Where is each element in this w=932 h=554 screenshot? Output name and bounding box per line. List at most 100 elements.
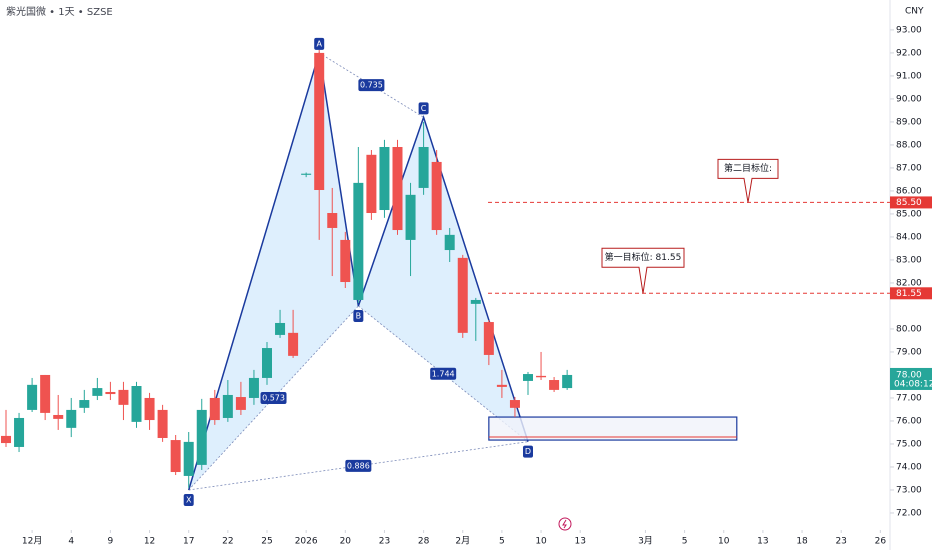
candle-body xyxy=(66,409,77,428)
candle-body xyxy=(118,389,129,405)
last-price-badge xyxy=(890,367,932,390)
chart-title: 紫光国微 • 1天 • SZSE xyxy=(6,5,113,18)
y-tick-label: 93.00 xyxy=(896,25,922,35)
y-tick-label: 92.00 xyxy=(896,48,922,58)
y-tick-label: 86.00 xyxy=(896,186,922,196)
candle-body xyxy=(314,52,325,191)
x-tick-label: 13 xyxy=(574,537,585,547)
level-axis-badge xyxy=(890,287,932,300)
y-tick-label: 85.00 xyxy=(896,209,922,219)
level-axis-label: 81.55 xyxy=(896,289,922,299)
candle-body xyxy=(288,332,299,356)
pattern-line xyxy=(187,52,529,491)
candle-body xyxy=(40,374,51,413)
candle-body xyxy=(496,384,507,387)
level-axis-badge xyxy=(890,196,932,209)
point-label: B xyxy=(356,311,362,320)
x-tick-label: 23 xyxy=(379,537,390,547)
x-tick-label: 13 xyxy=(757,537,768,547)
y-tick-label: 80.00 xyxy=(896,324,922,334)
point-badge xyxy=(418,102,429,115)
x-tick-label: 12 xyxy=(144,537,155,547)
candle-body xyxy=(131,385,142,422)
y-tick-label: 84.00 xyxy=(896,232,922,242)
x-tick-label: 18 xyxy=(796,537,808,547)
x-tick-label: 10 xyxy=(718,537,730,547)
y-tick-label: 77.00 xyxy=(896,393,922,403)
target-zone xyxy=(488,416,738,441)
y-tick-label: 91.00 xyxy=(896,71,922,81)
y-tick-label: 75.00 xyxy=(896,439,922,449)
candle-body xyxy=(105,391,116,395)
y-tick-label: 79.00 xyxy=(896,347,922,357)
point-badge xyxy=(314,37,325,50)
y-tick-label: 76.00 xyxy=(896,416,922,426)
x-tick-label: 5 xyxy=(682,537,688,547)
candle-body xyxy=(444,234,455,251)
point-badge xyxy=(353,309,364,322)
candle-body xyxy=(183,441,194,476)
countdown: 04:08:12 xyxy=(894,379,932,389)
callout xyxy=(717,158,779,203)
candle-body xyxy=(79,400,90,408)
pattern-fill xyxy=(188,52,359,490)
x-tick-label: 20 xyxy=(340,537,352,547)
x-tick-label: 3月 xyxy=(638,536,653,547)
candle-body xyxy=(170,440,181,473)
x-tick-label: 17 xyxy=(183,537,194,547)
candle-body xyxy=(483,322,494,355)
x-tick-label: 12月 xyxy=(22,536,42,547)
y-tick-label: 87.00 xyxy=(896,163,922,173)
ratio-label: 1.744 xyxy=(432,369,455,378)
x-tick-label: 5 xyxy=(499,537,505,547)
candle-body xyxy=(235,397,246,410)
x-tick-label: 25 xyxy=(261,537,272,547)
candle-body xyxy=(1,435,12,444)
ratio-label: 0.735 xyxy=(360,81,383,90)
candle-body xyxy=(262,348,272,378)
candle-body xyxy=(92,388,103,396)
ratio-badge xyxy=(260,391,287,404)
candle-body xyxy=(157,409,168,438)
point-badge xyxy=(183,493,194,506)
callout-text: 第二目标位: xyxy=(724,162,772,174)
y-tick-label: 82.00 xyxy=(896,278,922,288)
y-tick-label: 90.00 xyxy=(896,94,922,104)
candle-body xyxy=(301,173,312,175)
point-label: X xyxy=(186,495,192,504)
ratio-badge xyxy=(358,79,385,92)
point-label: C xyxy=(421,104,427,113)
x-tick-label: 2月 xyxy=(455,536,470,547)
ratio-label: 0.886 xyxy=(347,461,370,470)
candle-body xyxy=(53,414,64,419)
candle-body xyxy=(209,397,220,421)
x-tick-label: 10 xyxy=(535,537,547,547)
candle-body xyxy=(522,374,533,381)
x-tick-label: 4 xyxy=(68,537,74,547)
candle-body xyxy=(509,400,520,408)
currency: CNY xyxy=(905,7,924,17)
y-tick-label: 72.00 xyxy=(896,508,922,518)
candle-body xyxy=(340,239,351,283)
candle-body xyxy=(457,257,468,333)
y-tick-label: 74.00 xyxy=(896,462,922,472)
candle-body xyxy=(431,161,442,231)
point-badge xyxy=(522,445,533,458)
callout-text: 第一目标位: 81.55 xyxy=(605,251,682,263)
candle-body xyxy=(275,322,286,335)
x-tick-label: 23 xyxy=(835,537,846,547)
candle-body xyxy=(549,380,560,390)
candle-body xyxy=(144,397,155,421)
candle-body xyxy=(536,375,547,378)
x-tick-label: 9 xyxy=(108,537,114,547)
candle-body xyxy=(327,213,338,228)
candle-body xyxy=(418,146,429,188)
lightning-icon[interactable] xyxy=(558,517,572,531)
ratio-badge xyxy=(345,459,372,472)
y-tick-label: 88.00 xyxy=(896,140,922,150)
candle-body xyxy=(562,374,573,389)
candle-body xyxy=(379,146,390,211)
candle-body xyxy=(366,154,377,214)
y-tick-label: 73.00 xyxy=(896,485,922,495)
